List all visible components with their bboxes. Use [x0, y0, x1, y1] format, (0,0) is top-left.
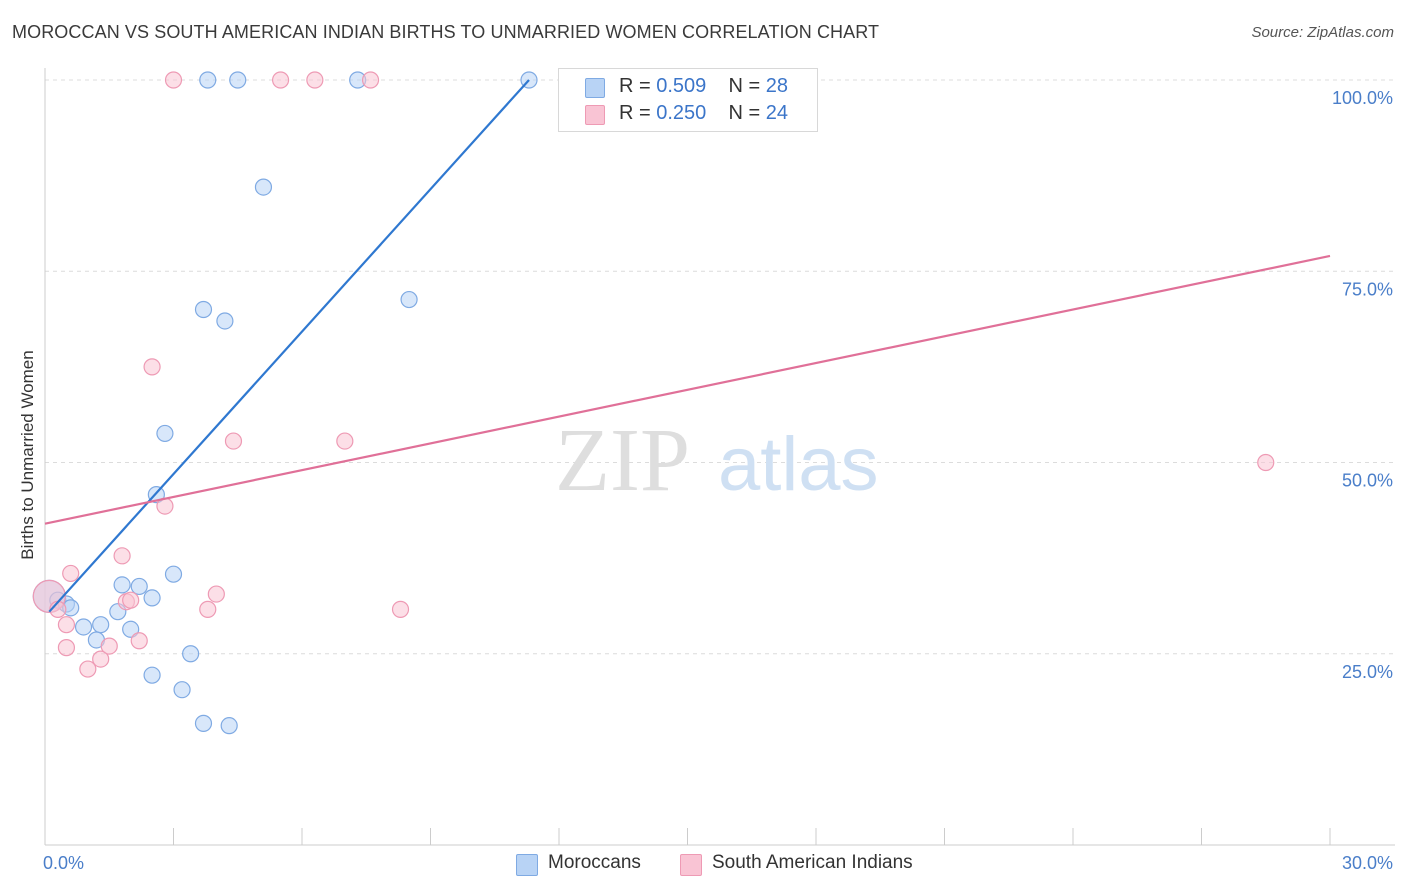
south-american-indian-point — [143, 358, 161, 376]
moroccan-point — [400, 290, 418, 309]
moroccan-point — [216, 312, 234, 330]
moroccan-point — [194, 714, 213, 732]
bottom-legend-label-moroccans: Moroccans — [548, 852, 641, 873]
south-american-indian-point — [199, 600, 217, 618]
legend-n-value: 24 — [765, 102, 789, 124]
south-american-indian-point — [224, 432, 243, 450]
watermark-zip: ZIP — [555, 411, 690, 510]
moroccan-point — [229, 71, 247, 89]
south-american-indian-point — [164, 71, 183, 89]
south-american-indian-point — [92, 650, 110, 668]
legend-r-value: 0.250 — [656, 102, 707, 124]
y-tick-label: 100.0% — [1332, 88, 1393, 108]
moroccan-point — [143, 666, 161, 684]
south-american-indian-point — [57, 616, 76, 634]
moroccan-point — [122, 620, 140, 638]
south-american-indian-point — [122, 591, 140, 609]
legend-swatch-moroccans — [585, 78, 605, 98]
south-american-indian-point — [62, 564, 80, 583]
legend-swatch-south-american-indians — [585, 105, 605, 125]
moroccan-point — [173, 681, 191, 699]
moroccan-point — [164, 565, 183, 583]
moroccan-point — [143, 589, 161, 607]
legend-n-value: 28 — [765, 75, 789, 97]
moroccan-point — [199, 71, 217, 89]
tick-labels: 25.0% 50.0% 75.0% 100.0% 0.0% 30.0% — [43, 88, 1393, 873]
legend-r-label: R = — [619, 75, 651, 97]
moroccan-point — [74, 618, 93, 636]
grid-lines — [45, 79, 1395, 655]
moroccan-point — [254, 178, 273, 196]
moroccan-point — [92, 616, 110, 634]
chart-title: MOROCCAN VS SOUTH AMERICAN INDIAN BIRTHS… — [12, 22, 880, 42]
south-american-indian-point — [336, 432, 354, 450]
south-american-indian-point — [1257, 453, 1275, 472]
south-american-indian-point — [207, 585, 225, 603]
legend-n-label: N = — [728, 75, 761, 97]
axes — [44, 68, 1395, 846]
bottom-legend-swatch-south-american-indians — [680, 854, 702, 876]
legend-n-label: N = — [728, 102, 761, 124]
south-american-indian-point — [271, 71, 290, 89]
moroccan-point — [182, 645, 200, 663]
moroccan-point — [156, 424, 174, 443]
moroccan-point — [113, 576, 131, 594]
south-american-indian-point — [361, 71, 380, 89]
watermark: ZIP atlas — [555, 411, 879, 510]
watermark-atlas: atlas — [718, 422, 879, 507]
south-american-indian-point — [79, 660, 97, 678]
y-tick-label: 75.0% — [1342, 279, 1393, 299]
moroccan-point — [220, 717, 238, 735]
south-american-indian-point — [130, 632, 148, 650]
legend-r-value: 0.509 — [656, 75, 707, 97]
bottom-legend-swatch-moroccans — [516, 854, 538, 876]
trend-lines — [44, 79, 1331, 613]
south-american-indian-point — [100, 637, 118, 655]
x-tick-label: 30.0% — [1342, 853, 1393, 873]
legend-r-label: R = — [619, 102, 651, 124]
south-american-indian-trend-line — [44, 254, 1331, 525]
south-american-indian-point — [57, 639, 76, 657]
x-tick-label: 0.0% — [43, 853, 84, 873]
south-american-indian-point — [391, 600, 410, 618]
data-points — [32, 71, 1275, 735]
moroccan-trend-line — [48, 79, 530, 613]
stats-legend: R = 0.509 N = 28 R = 0.250 N = 24 — [558, 68, 818, 132]
moroccan-point — [194, 300, 213, 319]
moroccan-point — [130, 577, 148, 596]
y-tick-label: 25.0% — [1342, 662, 1393, 682]
source-label: Source: ZipAtlas.com — [1251, 24, 1394, 41]
y-tick-label: 50.0% — [1342, 471, 1393, 491]
south-american-indian-point — [113, 547, 131, 565]
bottom-legend-label-south-american-indians: South American Indians — [712, 852, 913, 873]
south-american-indian-point — [306, 71, 324, 89]
